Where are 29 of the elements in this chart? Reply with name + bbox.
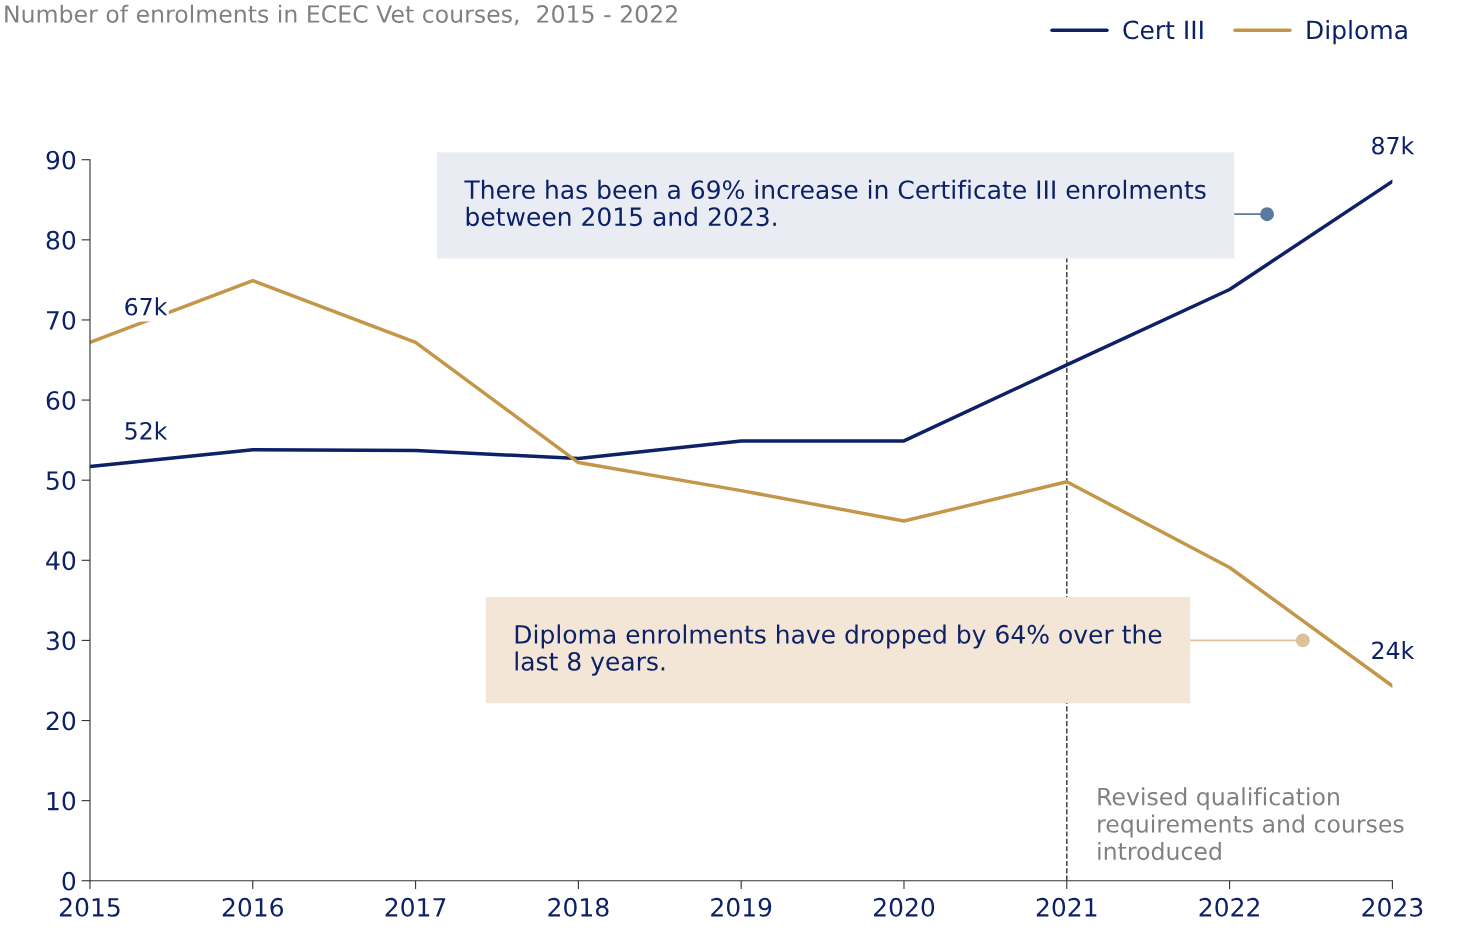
y-tick-label: 80	[46, 230, 76, 250]
x-tick-label: 2016	[222, 897, 284, 917]
x-tick-label: 2022	[1199, 897, 1259, 917]
y-tick-label: 30	[46, 631, 76, 651]
x-tick-label: 2020	[874, 897, 935, 917]
annotation: Diploma enrolments have dropped by 64% over the last 8 years.	[515, 624, 1162, 676]
data-label: 24k	[1372, 641, 1415, 659]
y-tick-label: 60	[46, 391, 76, 410]
x-tick-label: 2023	[1362, 897, 1423, 917]
legend-label: Diploma	[1307, 19, 1407, 45]
ref-line-label: Revised qualification requirements and courses introduced	[1098, 787, 1404, 861]
data-label: 52k	[125, 421, 168, 440]
chart-title: Number of enrolments in ECEC Vet courses, 2015 - 2022	[5, 4, 677, 26]
x-tick-label: 2018	[548, 897, 609, 917]
y-tick-label: 40	[46, 551, 76, 571]
legend-label: Cert III	[1123, 20, 1203, 40]
line-series	[89, 179, 1393, 469]
x-tick-label: 2017	[385, 897, 446, 917]
y-tick-label: 10	[47, 791, 76, 811]
data-label: 67k	[125, 297, 168, 316]
data-label: 87k	[1372, 136, 1415, 155]
y-tick-label: 50	[46, 471, 76, 491]
y-tick-label: 0	[62, 871, 76, 891]
x-tick-label: 2019	[711, 897, 772, 917]
x-tick-label: 2015	[59, 897, 120, 917]
y-tick-label: 70	[47, 310, 76, 330]
x-tick-label: 2021	[1036, 897, 1097, 917]
y-tick-label: 20	[46, 711, 76, 731]
y-tick-label: 90	[46, 150, 76, 170]
